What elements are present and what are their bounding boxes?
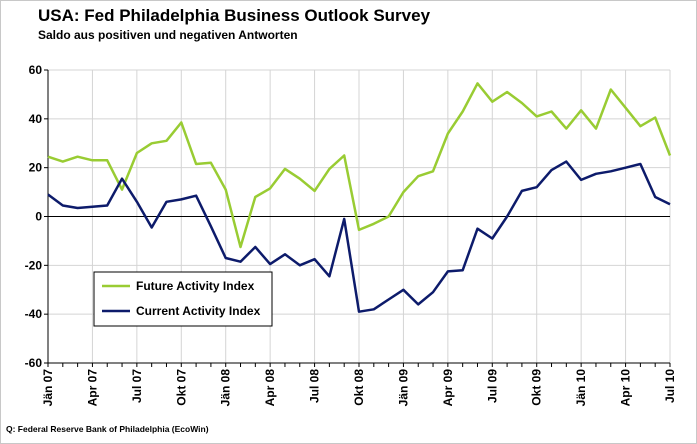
chart-subtitle: Saldo aus positiven und negativen Antwor… bbox=[38, 28, 298, 42]
y-tick-label: 40 bbox=[29, 112, 43, 126]
x-tick-label: Jul 10 bbox=[663, 369, 677, 403]
x-tick-label: Apr 09 bbox=[441, 369, 455, 407]
y-tick-label: 20 bbox=[29, 161, 43, 175]
x-tick-label: Jul 08 bbox=[308, 369, 322, 403]
y-tick-label: -20 bbox=[25, 258, 43, 272]
x-tick-label: Apr 07 bbox=[85, 369, 99, 407]
x-tick-label: Okt 09 bbox=[530, 369, 544, 406]
x-tick-label: Jän 09 bbox=[396, 369, 410, 407]
x-tick-label: Jän 10 bbox=[574, 369, 588, 407]
x-tick-label: Jän 07 bbox=[41, 369, 55, 407]
x-tick-label: Jul 09 bbox=[485, 369, 499, 403]
y-tick-label: 60 bbox=[29, 63, 43, 77]
y-tick-label: 0 bbox=[35, 210, 42, 224]
x-tick-label: Apr 10 bbox=[619, 369, 633, 407]
x-tick-label: Apr 08 bbox=[263, 369, 277, 407]
x-tick-label: Okt 07 bbox=[174, 369, 188, 406]
legend-label-future-activity: Future Activity Index bbox=[136, 279, 255, 293]
series-line-current-activity bbox=[47, 160, 671, 313]
legend-label-current-activity: Current Activity Index bbox=[136, 304, 261, 318]
y-tick-label: -60 bbox=[25, 356, 43, 370]
chart-title: USA: Fed Philadelphia Business Outlook S… bbox=[38, 6, 431, 25]
x-tick-label: Jän 08 bbox=[219, 369, 233, 407]
x-tick-label: Jul 07 bbox=[130, 369, 144, 403]
x-tick-label: Okt 08 bbox=[352, 369, 366, 406]
y-tick-label: -40 bbox=[25, 307, 43, 321]
series-line-future-activity bbox=[47, 82, 672, 249]
source-note: Q: Federal Reserve Bank of Philadelphia … bbox=[6, 424, 209, 434]
legend-box bbox=[93, 271, 273, 327]
